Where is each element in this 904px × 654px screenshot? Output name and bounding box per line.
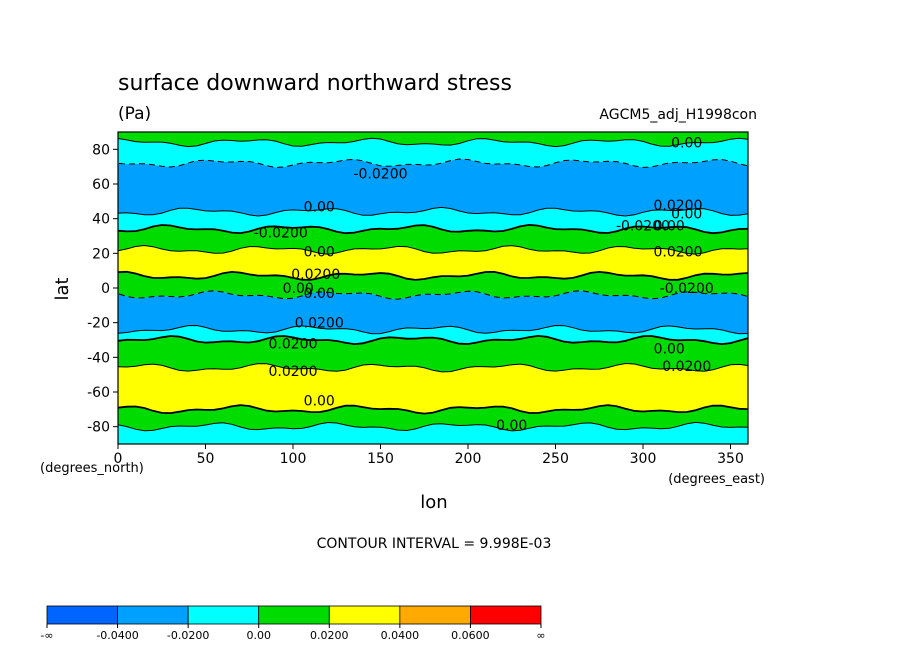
contour-label: 0.0200 <box>654 245 703 261</box>
x-tick-label: 50 <box>197 451 215 467</box>
x-tick-label: 300 <box>630 451 657 467</box>
contour-labels: 0.00-0.02000.02000.00-0.02000.000.0200-0… <box>254 135 714 434</box>
contour-label: 0.00 <box>654 219 685 235</box>
dataset-label: AGCM5_adj_H1998con <box>599 107 757 123</box>
contour-label: 0.00 <box>671 135 702 151</box>
band-6 <box>118 271 748 300</box>
x-units-label: (degrees_east) <box>668 472 765 487</box>
contour-line-10 <box>118 362 748 373</box>
contour-line-12 <box>118 421 748 432</box>
units-label: (Pa) <box>118 104 151 124</box>
contour-label: 0.00 <box>671 206 702 222</box>
y-tick-label: 60 <box>92 177 110 193</box>
y-tick-label: -80 <box>87 420 110 436</box>
contour-label: -0.0200 <box>660 281 714 297</box>
contour-label: 0.0200 <box>269 364 318 380</box>
band-1 <box>118 138 748 168</box>
band-3 <box>118 207 748 234</box>
colorbar-swatch <box>187 605 260 625</box>
y-units-label: (degrees_north) <box>40 461 144 476</box>
x-tick-label: 0 <box>114 451 123 467</box>
contour-lines <box>118 137 748 432</box>
y-tick-label: 80 <box>92 142 110 158</box>
band-9 <box>118 335 748 372</box>
colorbar: -∞ -0.0400 -0.0200 0.00 0.0200 0.0400 0.0600 ∞ <box>40 605 546 642</box>
contour-line-1 <box>118 137 748 148</box>
contour-line-8 <box>118 324 748 335</box>
colorbar-swatch <box>46 605 118 625</box>
contour-line-9 <box>118 334 748 346</box>
contour-label: -0.0200 <box>254 226 308 242</box>
contour-label: 0.0200 <box>295 316 344 332</box>
contour-label: 0.00 <box>654 342 685 358</box>
colorbar-swatch <box>470 605 542 625</box>
colorbar-label: 0.00 <box>246 629 271 642</box>
x-tick-label: 350 <box>717 451 744 467</box>
contour-label: 0.00 <box>496 418 527 434</box>
x-tick-label: 250 <box>542 451 569 467</box>
y-tick-label: 20 <box>92 246 110 262</box>
colorbar-label: -0.0400 <box>96 629 138 642</box>
contour-line-6 <box>118 270 748 281</box>
contour-line-3 <box>118 206 748 217</box>
colorbar-swatch <box>117 605 189 625</box>
y-tick-label: -20 <box>87 316 110 332</box>
colorbar-label: -∞ <box>40 629 53 642</box>
band-8 <box>118 325 748 345</box>
contour-label: 0.0200 <box>269 336 318 352</box>
chart-title: surface downward northward stress <box>118 71 512 96</box>
y-tick-label: 40 <box>92 212 110 228</box>
colorbar-swatch <box>328 605 401 625</box>
contour-line-5 <box>118 244 748 255</box>
x-axis-ticks: 0 50 100 150 200 250 300 350 <box>114 444 744 467</box>
colorbar-label: -0.0200 <box>167 629 209 642</box>
band-7 <box>118 290 748 334</box>
y-tick-label: -60 <box>87 385 110 401</box>
x-axis-label: lon <box>420 492 447 513</box>
contour-label: -0.0200 <box>353 167 407 183</box>
y-axis-label: lat <box>52 277 73 300</box>
band-5 <box>118 245 748 280</box>
contour-label: 0.00 <box>304 200 335 216</box>
colorbar-label: 0.0200 <box>310 629 349 642</box>
contour-label: 0.00 <box>304 394 335 410</box>
band-2 <box>118 159 748 216</box>
contour-label: 0.0200 <box>654 198 703 214</box>
contour-interval-text: CONTOUR INTERVAL = 9.998E-03 <box>317 536 552 552</box>
colorbar-swatch <box>399 605 471 625</box>
contour-label: 0.00 <box>304 286 335 302</box>
colorbar-label: ∞ <box>536 629 545 642</box>
y-tick-label: 0 <box>101 281 110 297</box>
contour-line-11 <box>118 404 748 415</box>
band-0 <box>118 132 748 147</box>
contour-label: 0.0200 <box>662 359 711 375</box>
contour-label: 0.00 <box>283 281 314 297</box>
x-tick-label: 100 <box>280 451 307 467</box>
contour-label: -0.0200 <box>616 219 670 235</box>
colorbar-label: 0.0400 <box>381 629 420 642</box>
colorbar-swatch <box>258 605 330 625</box>
contour-line-4 <box>118 223 748 235</box>
contour-label: 0.0200 <box>291 267 340 283</box>
band-10 <box>118 363 748 414</box>
y-tick-label: -40 <box>87 350 110 366</box>
band-12 <box>118 422 748 444</box>
contour-label: 0.00 <box>304 245 335 261</box>
y-axis-ticks: 80 60 40 20 0 -20 -40 -60 -80 <box>87 142 118 436</box>
band-4 <box>118 224 748 255</box>
colorbar-label: 0.0600 <box>451 629 490 642</box>
x-tick-label: 200 <box>455 451 482 467</box>
x-tick-label: 150 <box>367 451 394 467</box>
